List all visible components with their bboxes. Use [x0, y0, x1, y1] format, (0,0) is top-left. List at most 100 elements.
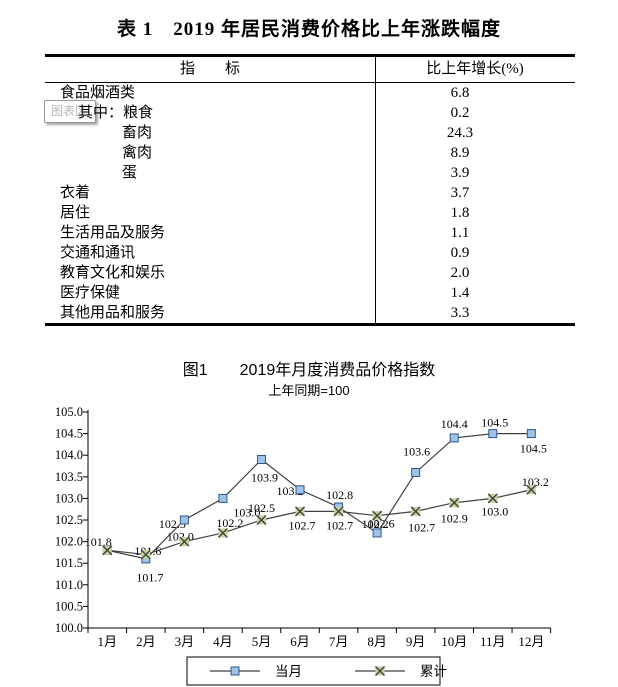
- row-label: 衣着: [60, 185, 91, 201]
- price-change-table: 指 标 比上年增长(%) 食品烟酒类 6.8 其中：粮食 0.2 畜肉 24.3 禽肉…: [45, 54, 575, 326]
- legend-box: [186, 656, 441, 686]
- data-label: 103.0: [481, 504, 508, 518]
- square-marker: [295, 485, 305, 495]
- data-label: 103.0: [233, 505, 260, 519]
- series-line-1: [107, 489, 532, 556]
- square-marker: [526, 429, 536, 439]
- figure-title: 图1 2019年月度消费品价格指数: [182, 362, 436, 379]
- data-label: 103.6: [403, 444, 430, 458]
- data-label: 102.2: [216, 516, 243, 530]
- chart-area-tooltip: 图表区: [44, 100, 97, 123]
- table-row: 交通和通讯 0.9: [45, 243, 575, 263]
- row-value: 3.3: [450, 305, 470, 321]
- x-tick-label: 1月: [98, 634, 118, 649]
- row-label: 教育文化和娱乐: [60, 265, 166, 281]
- x-marker-stroke: [140, 549, 151, 560]
- data-label: 104.5: [481, 416, 508, 430]
- x-marker-stroke: [410, 506, 421, 517]
- table-column-divider: [375, 57, 376, 323]
- table-row: 其他用品和服务 3.3: [45, 303, 575, 323]
- row-value: 8.9: [450, 145, 470, 161]
- x-marker-stroke: [526, 484, 537, 495]
- row-label: 其他用品和服务: [60, 305, 166, 321]
- x-tick-label: 4月: [213, 634, 233, 649]
- x-tick-label: 5月: [252, 634, 272, 649]
- x-tick-label: 6月: [290, 634, 310, 649]
- row-value: 1.1: [450, 225, 470, 241]
- x-marker-stroke: [375, 666, 385, 676]
- row-label: 禽肉: [122, 145, 153, 161]
- row-value: 1.4: [450, 285, 470, 301]
- x-marker-stroke: [449, 497, 460, 508]
- row-label: 交通和通讯: [60, 245, 136, 261]
- data-label: 102.5: [159, 517, 186, 531]
- row-value: 0.9: [450, 245, 470, 261]
- chart-area-tooltip-text: 图表区: [51, 104, 88, 118]
- x-tick-label: 8月: [367, 634, 387, 649]
- series-line-0: [107, 433, 532, 560]
- x-marker-stroke: [179, 536, 190, 547]
- table-row: 蛋 3.9: [45, 163, 575, 183]
- data-label: 102.9: [441, 512, 468, 526]
- row-value: 24.3: [446, 125, 474, 141]
- x-marker-stroke: [256, 515, 267, 525]
- row-label: 生活用品及服务: [60, 225, 166, 241]
- row-value: 3.9: [450, 165, 470, 181]
- row-value: 2.0: [450, 265, 470, 281]
- table-row: 生活用品及服务 1.1: [45, 223, 575, 243]
- x-tick-label: 12月: [518, 634, 544, 649]
- y-tick-label: 104.5: [55, 427, 83, 441]
- square-marker: [449, 433, 459, 443]
- table-row: 禽肉 8.9: [45, 143, 575, 163]
- data-label: 102.5: [248, 501, 275, 515]
- square-marker: [230, 666, 240, 676]
- y-tick-label: 105.0: [55, 405, 83, 419]
- data-label: 102.8: [326, 488, 353, 502]
- x-tick-label: 9月: [406, 634, 426, 649]
- x-tick-label: 10月: [441, 634, 467, 649]
- y-tick-label: 100.5: [55, 599, 83, 613]
- square-marker: [179, 515, 189, 525]
- col-header-growth: 比上年增长(%): [426, 61, 524, 77]
- table-row: 衣着 3.7: [45, 183, 575, 203]
- table-row: 医疗保健 1.4: [45, 283, 575, 303]
- legend-label-1: 累计: [420, 664, 447, 679]
- square-marker: [372, 528, 382, 538]
- x-tick-label: 3月: [175, 634, 195, 649]
- table-row: 教育文化和娱乐 2.0: [45, 263, 575, 283]
- x-marker-stroke: [102, 545, 113, 556]
- square-marker: [411, 467, 421, 477]
- y-tick-label: 101.0: [55, 578, 83, 592]
- x-tick-label: 7月: [329, 634, 349, 649]
- row-value: 6.8: [450, 85, 470, 101]
- row-label: 食品烟酒类: [60, 85, 136, 101]
- square-marker: [488, 429, 498, 439]
- x-marker-stroke: [333, 506, 344, 517]
- data-label: 102.7: [289, 518, 316, 532]
- x-marker-stroke: [487, 493, 498, 504]
- x-tick-label: 11月: [480, 634, 506, 649]
- x-tick-label: 2月: [136, 634, 156, 649]
- square-marker: [218, 493, 228, 503]
- row-value: 0.2: [450, 105, 470, 121]
- data-label: 101.7: [136, 571, 163, 585]
- row-label: 居住: [60, 205, 91, 221]
- table-row: 畜肉 24.3: [45, 123, 575, 143]
- table-row: 其中：粮食 0.2: [45, 103, 575, 123]
- data-label: 101.8: [85, 535, 112, 549]
- col-header-indicator: 指 标: [179, 61, 240, 77]
- row-label: 其中：粮食: [78, 105, 154, 121]
- data-label: 103.9: [251, 471, 278, 485]
- square-marker: [256, 455, 266, 465]
- data-label: 104.4: [441, 417, 468, 431]
- y-tick-label: 104.0: [55, 448, 83, 462]
- y-tick-label: 102.0: [55, 535, 83, 549]
- x-marker-stroke: [372, 510, 383, 521]
- data-label: 102.7: [326, 518, 353, 532]
- figure-subtitle: 上年同期=100: [268, 383, 350, 398]
- table-header-row: 指 标 比上年增长(%): [45, 57, 575, 83]
- price-index-chart[interactable]: 101.8101.6102.5103.0103.9103.2102.8102.2…: [30, 403, 600, 687]
- row-label: 医疗保健: [60, 285, 121, 301]
- table-row: 食品烟酒类 6.8: [45, 83, 575, 103]
